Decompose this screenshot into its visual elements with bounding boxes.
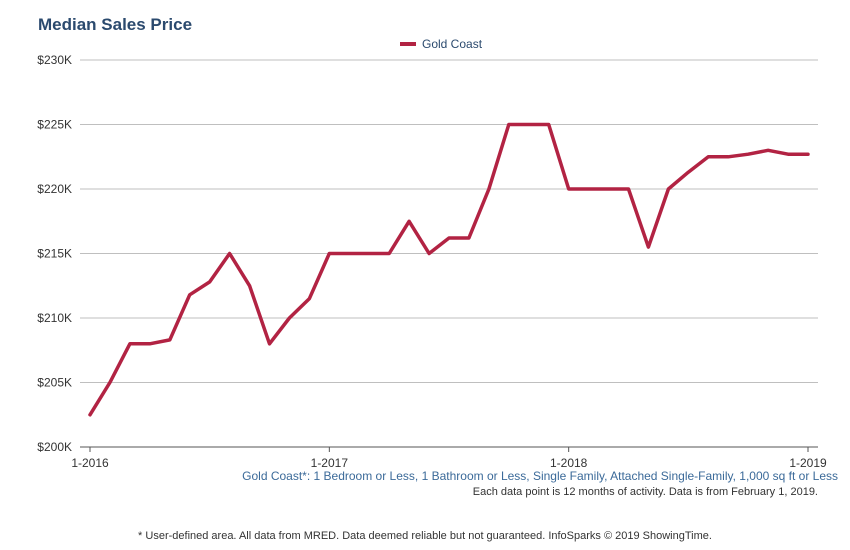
y-tick-label: $215K: [37, 247, 72, 261]
data-note: Each data point is 12 months of activity…: [472, 486, 818, 498]
y-tick-label: $200K: [37, 440, 72, 454]
y-tick-label: $230K: [37, 53, 72, 67]
x-tick-label: 1-2019: [789, 456, 827, 470]
series-line-gold-coast: [88, 122, 810, 417]
y-tick-label: $225K: [37, 118, 72, 132]
y-tick-label: $210K: [37, 311, 72, 325]
y-tick-label: $220K: [37, 182, 72, 196]
x-tick-label: 1-2016: [71, 456, 109, 470]
x-tick-label: 1-2018: [550, 456, 588, 470]
chart-subtitle: Gold Coast*: 1 Bedroom or Less, 1 Bathro…: [242, 469, 838, 483]
legend-label-gold-coast: Gold Coast: [422, 37, 483, 51]
y-tick-label: $205K: [37, 376, 72, 390]
footer-disclaimer: * User-defined area. All data from MRED.…: [138, 530, 712, 542]
chart-title: Median Sales Price: [38, 15, 193, 34]
x-tick-label: 1-2017: [311, 456, 349, 470]
legend: Gold Coast: [400, 37, 482, 51]
line-chart: $200K $205K $210K $215K $220K $225K $230K 1-201…: [37, 53, 827, 470]
legend-swatch-gold-coast: [400, 42, 416, 46]
